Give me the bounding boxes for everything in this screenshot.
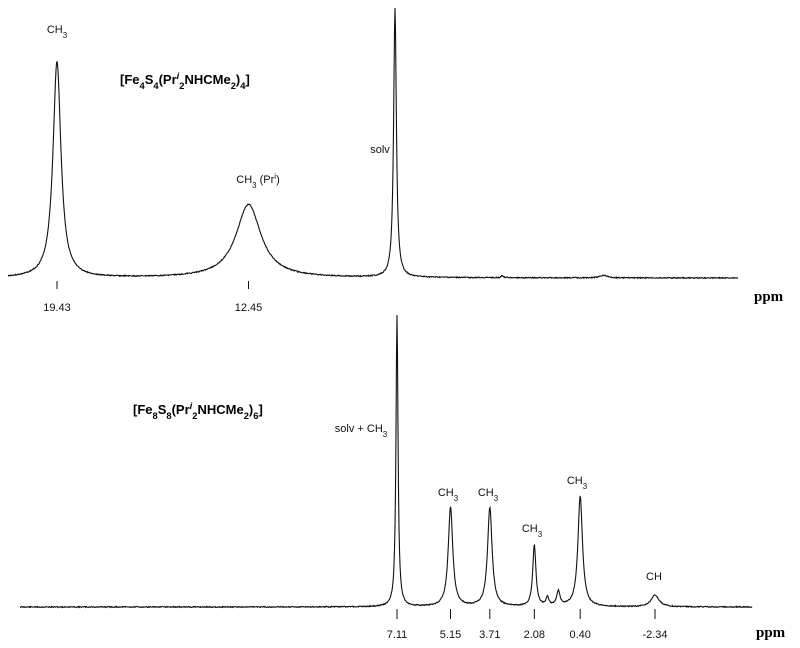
peak-label: CH	[646, 571, 662, 583]
x-tick-label: -2.34	[642, 629, 667, 641]
x-tick-label: 19.43	[43, 302, 71, 314]
x-tick-label: 5.15	[440, 629, 461, 641]
spectrum-trace	[19, 314, 753, 609]
peak-label: CH3	[567, 475, 588, 491]
peak-label: CH3	[438, 487, 459, 503]
x-tick-label: 7.11	[387, 629, 408, 641]
x-axis-label: ppm	[754, 289, 784, 305]
x-tick-label: 0.40	[569, 629, 590, 641]
x-tick-label: 2.08	[524, 629, 545, 641]
x-tick-label: 12.45	[235, 302, 263, 314]
peak-label: solv	[370, 144, 390, 156]
peak-label: CH3	[522, 523, 543, 539]
compound-title: [Fe8S8(Pri2NHCMe2)6]	[133, 401, 263, 421]
x-axis-label: ppm	[756, 625, 786, 641]
spectrum-panel-top: 19.43 12.45 CH3 CH3 (Pri) solv [Fe4S4(Pri2NHC…	[7, 7, 784, 314]
spectrum-trace	[7, 7, 739, 280]
spectrum-panel-bottom: 7.11 5.15 3.71 2.08 0.40 -2.34 solv + CH3 CH3 CH…	[19, 314, 786, 641]
peak-label: CH3 (Pri)	[236, 172, 279, 190]
compound-title: [Fe4S4(Pri2NHCMe2)4]	[120, 71, 250, 91]
peak-label: solv + CH3	[335, 423, 388, 439]
peak-label: CH3	[478, 487, 499, 503]
peak-label: CH3	[47, 24, 68, 40]
x-tick-label: 3.71	[479, 629, 500, 641]
